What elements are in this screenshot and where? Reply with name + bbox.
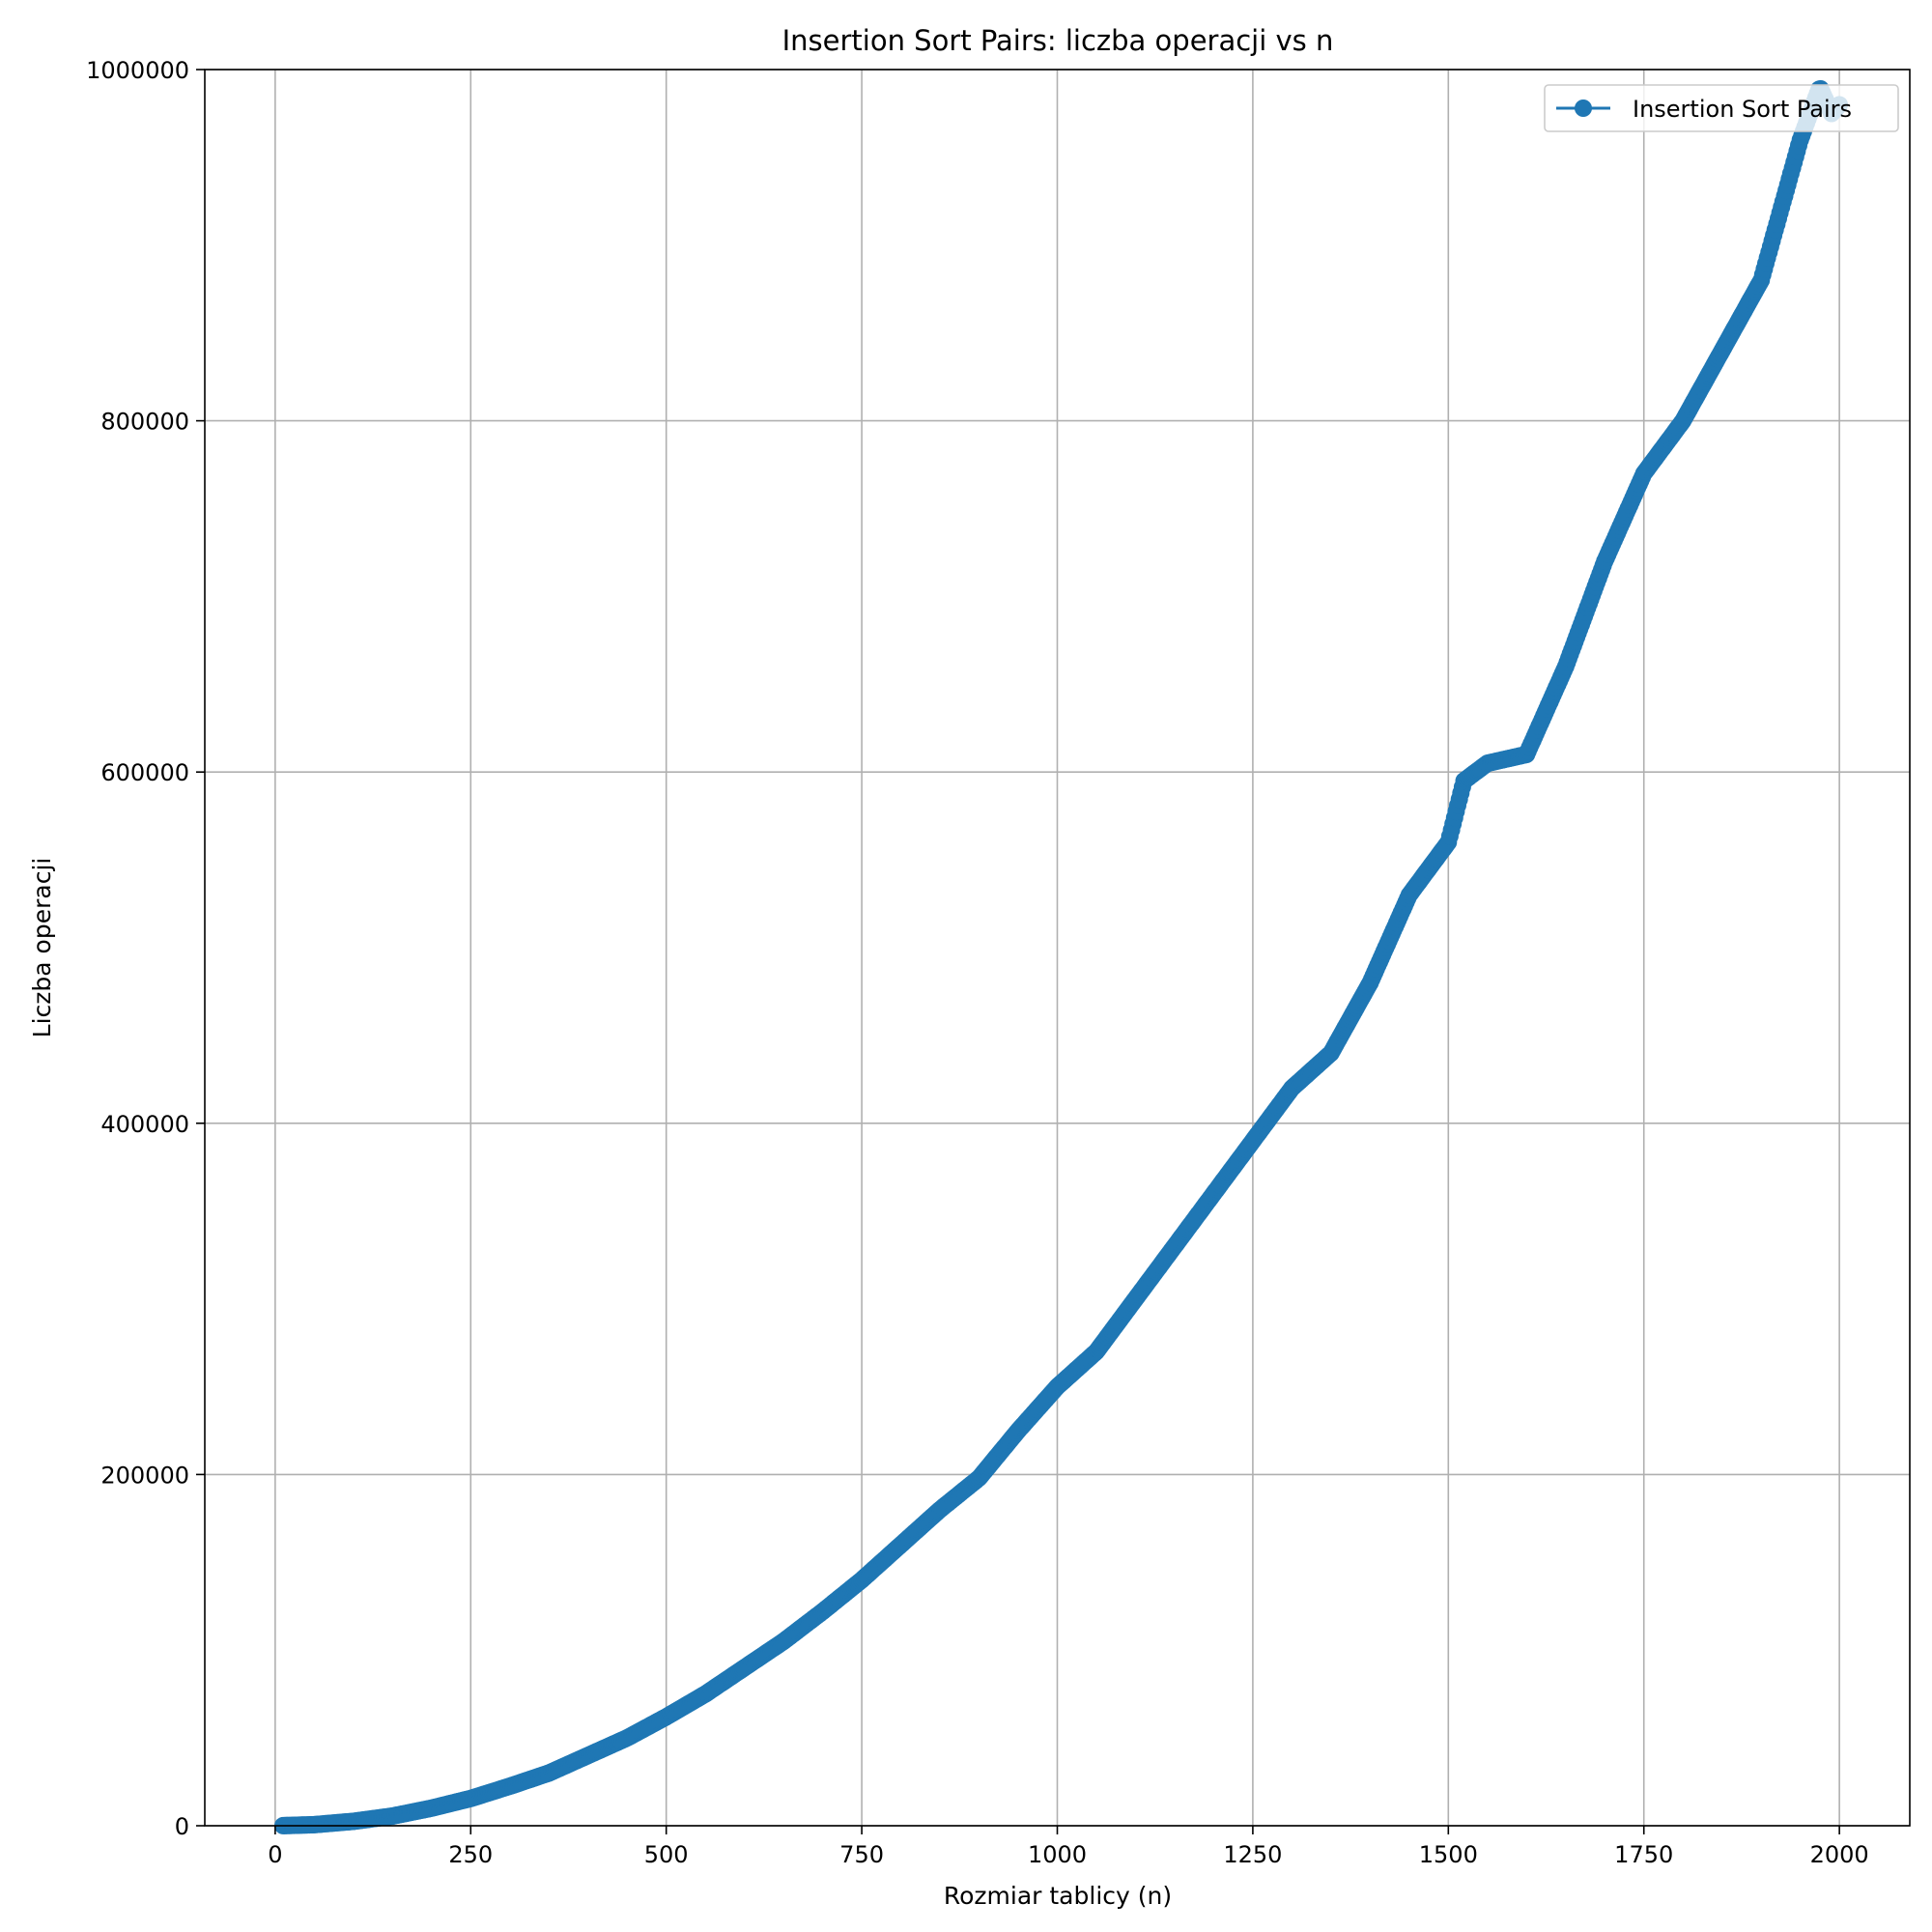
- series-insertion-sort-pairs: [274, 80, 1849, 1834]
- x-tick-label: 1250: [1223, 1841, 1282, 1868]
- x-tick-label: 2000: [1810, 1841, 1869, 1868]
- legend-box: [1544, 84, 1899, 132]
- x-tick-label: 0: [268, 1841, 282, 1868]
- x-tick-label: 500: [644, 1841, 689, 1868]
- y-tick-label: 800000: [100, 409, 189, 436]
- y-tick-label: 400000: [100, 1111, 189, 1138]
- axis-ticks: 0 250 500 750 1000 1250 1500 1750 2000 0 200000 400…: [86, 57, 1869, 1868]
- y-tick-label: 1000000: [86, 57, 189, 84]
- legend: Insertion Sort Pairs: [1544, 84, 1899, 132]
- y-tick-label: 600000: [100, 759, 189, 786]
- x-tick-label: 250: [448, 1841, 493, 1868]
- x-tick-label: 750: [839, 1841, 884, 1868]
- series-line: [283, 87, 1841, 1828]
- y-axis-label: Liczba operacji: [28, 858, 56, 1038]
- chart-title: Insertion Sort Pairs: liczba operacji vs…: [782, 24, 1334, 57]
- x-axis-label: Rozmiar tablicy (n): [944, 1882, 1172, 1910]
- y-tick-label: 200000: [100, 1462, 189, 1489]
- grid: [205, 69, 1910, 1827]
- legend-label: Insertion Sort Pairs: [1633, 96, 1852, 123]
- x-tick-label: 1500: [1419, 1841, 1478, 1868]
- legend-marker-swatch: [1575, 99, 1592, 117]
- x-tick-label: 1000: [1028, 1841, 1087, 1868]
- x-tick-label: 1750: [1614, 1841, 1673, 1868]
- y-tick-label: 0: [175, 1813, 189, 1840]
